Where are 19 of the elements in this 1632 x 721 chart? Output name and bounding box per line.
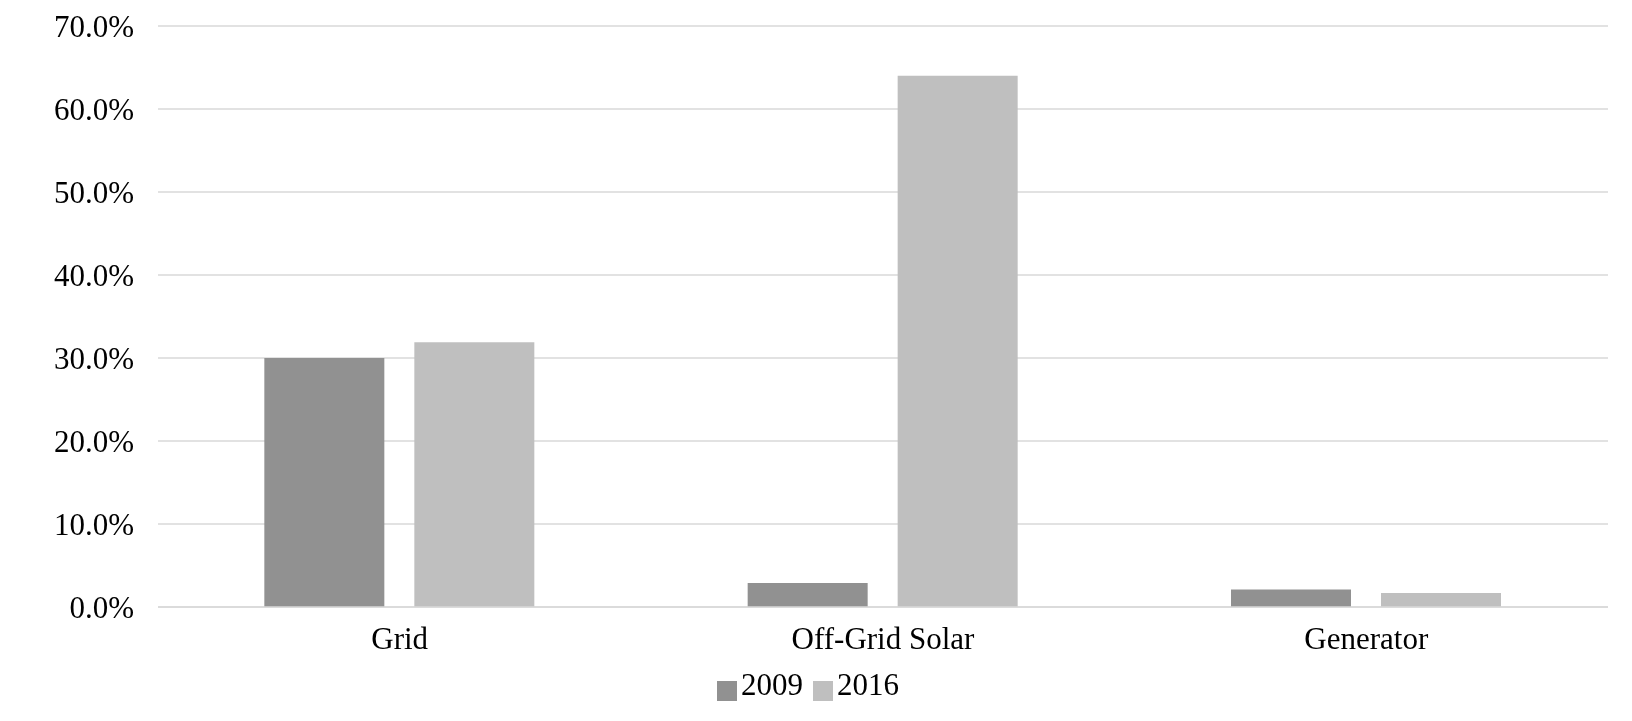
legend-label: 2016: [837, 667, 899, 702]
y-tick-label: 0.0%: [69, 590, 134, 626]
x-tick-label: Grid: [371, 621, 429, 657]
legend-label: 2009: [741, 667, 803, 702]
bar: [897, 75, 1018, 607]
bar: [1231, 589, 1351, 607]
y-tick-label: 50.0%: [53, 175, 134, 211]
bar: [264, 358, 385, 607]
y-tick-label: 70.0%: [53, 9, 134, 45]
y-tick-label: 60.0%: [53, 92, 134, 127]
y-tick-label: 10.0%: [53, 507, 134, 543]
x-tick-label: Off-Grid Solar: [791, 621, 976, 657]
bar: [747, 582, 868, 607]
y-tick-label: 40.0%: [53, 258, 134, 294]
y-tick-label: 20.0%: [53, 424, 134, 460]
bar: [414, 342, 535, 607]
x-tick-label: Generator: [1304, 621, 1429, 657]
y-tick-label: 30.0%: [53, 341, 134, 377]
bar: [1381, 592, 1501, 607]
